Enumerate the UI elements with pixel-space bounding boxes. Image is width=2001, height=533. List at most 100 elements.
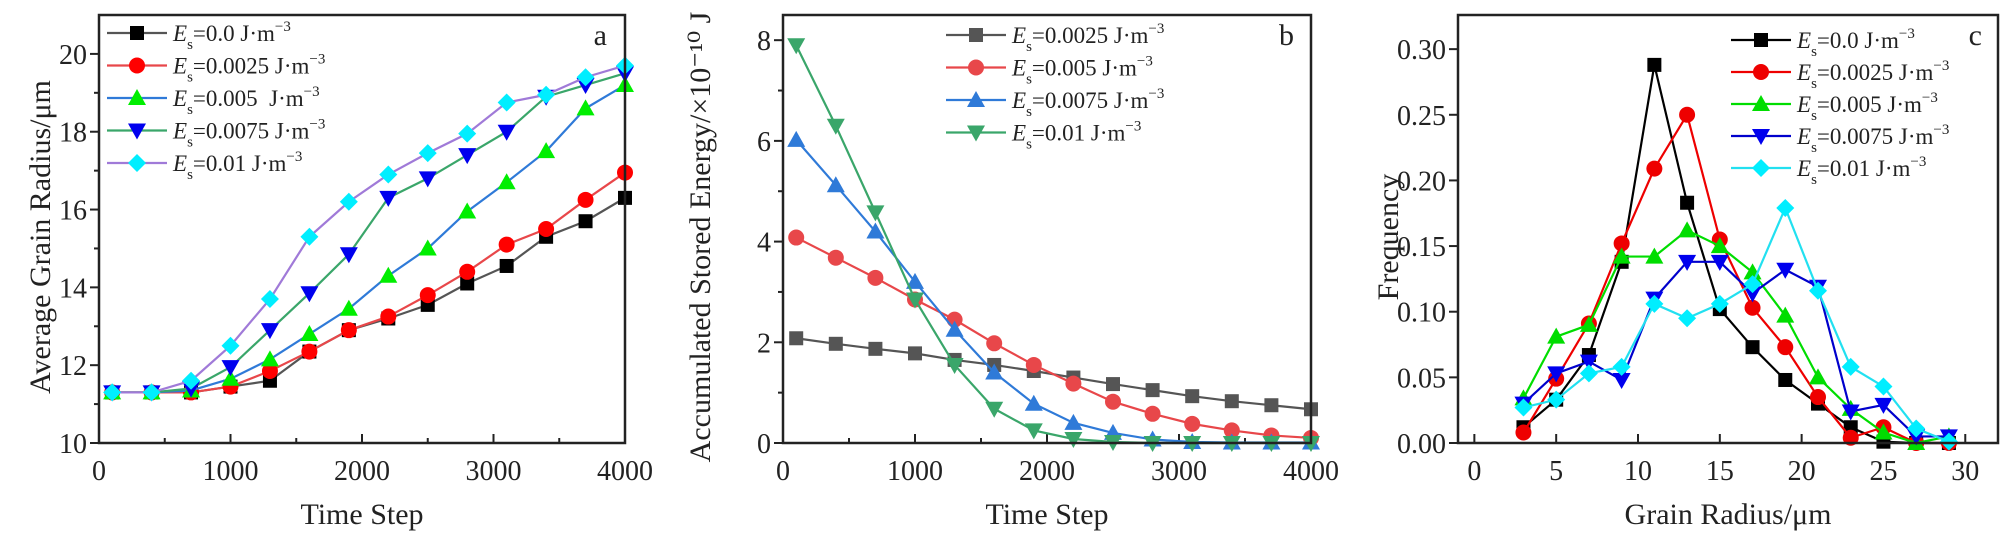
legend-superscript: −3 <box>1910 154 1926 170</box>
series-1 <box>104 164 633 401</box>
legend-value: =0.0075 J·m <box>1817 124 1934 149</box>
data-point <box>1264 398 1279 413</box>
data-point <box>379 190 398 207</box>
legend-value: =0.0 J·m <box>193 21 275 46</box>
legend-superscript: −3 <box>1899 26 1915 42</box>
y-tick-label: 0 <box>757 429 771 460</box>
data-point <box>576 99 595 116</box>
legend-symbol: E <box>1011 121 1026 146</box>
data-point <box>1647 57 1662 72</box>
y-tick-label: 0.10 <box>1397 298 1446 329</box>
y-axis-label: Frequency <box>1372 174 1405 301</box>
data-point <box>578 214 593 229</box>
legend-superscript: −3 <box>286 149 302 165</box>
legend-marker <box>1752 95 1770 111</box>
y-tick-label: 0.20 <box>1397 166 1446 197</box>
legend-superscript: −3 <box>309 117 325 133</box>
data-point <box>300 325 319 342</box>
data-point <box>1184 415 1201 432</box>
y-tick-label: 18 <box>59 118 87 149</box>
legend-symbol: E <box>1011 56 1026 81</box>
data-point <box>301 343 318 360</box>
data-point <box>1646 160 1663 177</box>
data-point <box>458 124 477 143</box>
legend-entry: Es=0.0025 J·m−3 <box>1731 58 1949 92</box>
legend-value: =0.01 J·m <box>1817 156 1911 181</box>
legend-value: =0.0025 J·m <box>1032 23 1149 48</box>
legend-marker <box>130 26 144 40</box>
data-point <box>1744 299 1761 316</box>
x-tick-label: 2000 <box>1019 456 1075 487</box>
data-point <box>1841 404 1860 421</box>
legend-label: Es=0.01 J·m−3 <box>172 149 302 183</box>
x-tick-label: 20 <box>1788 456 1816 487</box>
data-point <box>261 363 278 380</box>
legend-label: Es=0.0 J·m−3 <box>1796 26 1915 60</box>
data-point <box>1612 247 1631 264</box>
x-tick-label: 0 <box>1467 456 1481 487</box>
legend-value: =0.01 J·m <box>1032 121 1126 146</box>
y-tick-label: 0.25 <box>1397 101 1446 132</box>
legend-superscript: −3 <box>1148 21 1164 37</box>
data-point <box>1579 364 1598 383</box>
data-point <box>418 239 437 256</box>
data-point <box>986 335 1003 352</box>
series-4 <box>103 56 634 402</box>
data-point <box>380 308 397 325</box>
data-point <box>1809 281 1827 300</box>
legend-symbol: E <box>1796 124 1811 149</box>
data-point <box>537 85 556 104</box>
data-point <box>826 118 845 135</box>
legend-label: Es=0.005 J·m−3 <box>1796 90 1938 124</box>
data-point <box>576 68 595 87</box>
legend-value: =0.005 J·m <box>193 86 304 111</box>
legend-entry: Es=0.0 J·m−3 <box>1731 26 1915 60</box>
data-point <box>945 357 964 374</box>
legend-label: Es=0.0075 J·m−3 <box>1011 86 1164 120</box>
y-tick-label: 14 <box>59 273 87 304</box>
data-point <box>1065 375 1082 392</box>
panel-c: 0 5 10 15 20 25 30 0.00 0.05 0.10 0.15 0.20 0.25 0.30… <box>1372 13 2000 531</box>
data-point <box>1841 357 1860 376</box>
y-tick-label: 12 <box>59 351 87 382</box>
data-point <box>182 371 201 390</box>
legend-marker <box>1754 33 1768 47</box>
legend-superscript: −3 <box>1137 54 1153 70</box>
data-point <box>1776 262 1795 279</box>
data-point <box>1679 106 1696 123</box>
data-point <box>499 258 514 273</box>
x-tick-label: 4000 <box>1283 456 1339 487</box>
data-point <box>908 346 922 361</box>
x-tick-label: 15 <box>1706 456 1734 487</box>
data-point <box>1874 377 1893 396</box>
data-point <box>1064 413 1083 430</box>
data-point <box>497 124 516 141</box>
data-point <box>1064 431 1083 448</box>
legend-subscript: s <box>187 70 193 86</box>
data-point <box>1515 424 1532 441</box>
data-point <box>300 227 319 246</box>
y-axis-label: Average Grain Radius/μm <box>24 80 57 394</box>
x-tick-label: 10 <box>1624 456 1652 487</box>
y-tick-label: 16 <box>59 196 87 227</box>
data-point <box>985 363 1004 380</box>
data-point <box>1612 372 1631 389</box>
legend-marker <box>968 59 984 76</box>
data-point <box>1547 390 1566 409</box>
legend-marker <box>1752 129 1770 145</box>
panel-label: b <box>1279 19 1294 52</box>
panel-label: c <box>1969 19 1982 52</box>
data-point <box>1105 393 1121 410</box>
legend-superscript: −3 <box>1148 86 1164 102</box>
data-point <box>419 287 436 304</box>
y-tick-label: 10 <box>59 429 87 460</box>
legend-entry: Es=0.005 J·m−3 <box>1731 90 1938 124</box>
legend-marker <box>1752 159 1770 177</box>
legend-label: Es=0.01 J·m−3 <box>1011 119 1141 153</box>
data-point <box>787 130 806 147</box>
legend-symbol: E <box>1796 28 1811 53</box>
data-point <box>1185 389 1200 404</box>
legend-marker <box>128 154 146 172</box>
